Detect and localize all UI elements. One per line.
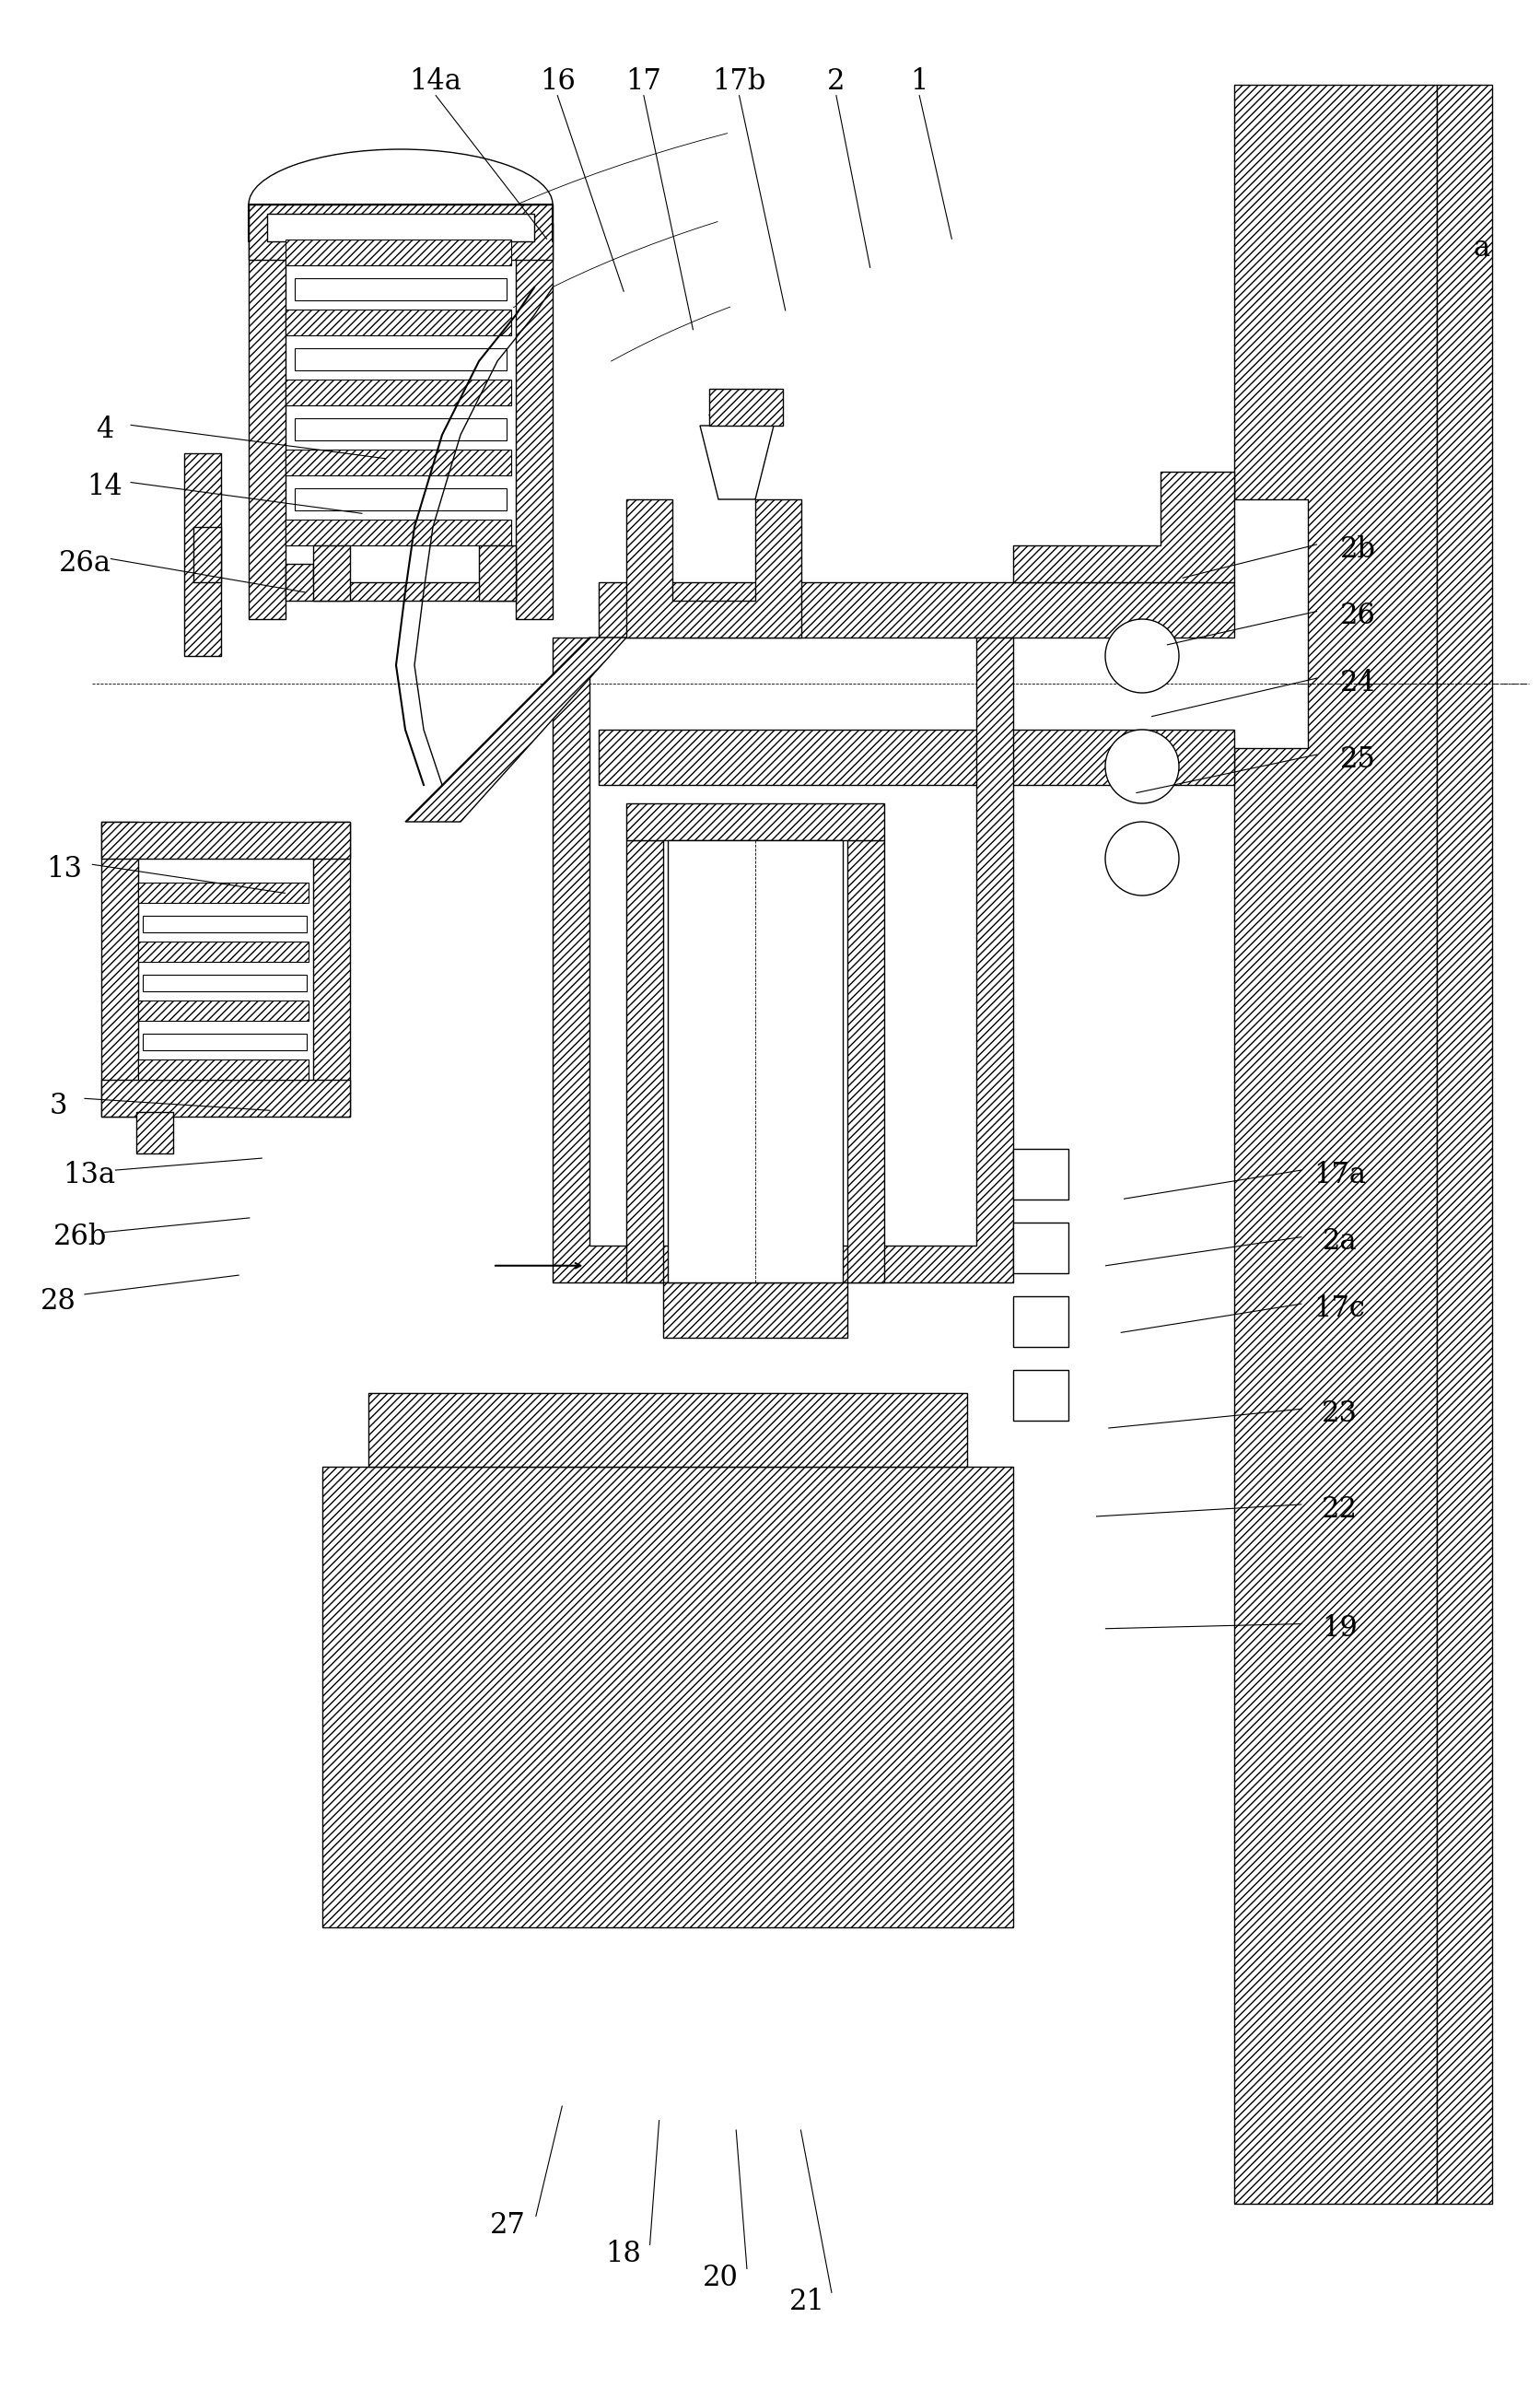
Polygon shape [553, 638, 1013, 1282]
Text: 2b: 2b [1340, 535, 1377, 564]
Polygon shape [137, 1113, 172, 1153]
Bar [139, 884, 308, 903]
Text: 19: 19 [1321, 1614, 1358, 1643]
Polygon shape [368, 1392, 967, 1466]
Bar [139, 1001, 308, 1020]
Polygon shape [599, 731, 1234, 786]
Polygon shape [248, 205, 553, 260]
Text: 2: 2 [827, 67, 845, 96]
Bar [139, 941, 308, 962]
Polygon shape [847, 841, 884, 1282]
Text: 26: 26 [1340, 602, 1377, 630]
Polygon shape [185, 454, 222, 657]
Polygon shape [1013, 473, 1234, 583]
Bar [1013, 1371, 1069, 1421]
Polygon shape [194, 528, 222, 583]
Text: 28: 28 [40, 1287, 77, 1316]
Circle shape [1106, 731, 1180, 802]
Bar [285, 521, 511, 544]
Text: 16: 16 [539, 67, 576, 96]
Polygon shape [102, 821, 139, 1118]
Text: 25: 25 [1340, 745, 1377, 774]
Bar [294, 279, 507, 301]
Circle shape [1106, 618, 1180, 693]
Bar [143, 915, 306, 931]
Bar [139, 1060, 308, 1079]
Bar [143, 974, 306, 991]
Polygon shape [1437, 84, 1492, 2204]
Text: 27: 27 [490, 2211, 527, 2240]
Text: 20: 20 [702, 2264, 739, 2292]
Text: 26a: 26a [59, 549, 111, 578]
Polygon shape [627, 841, 664, 1282]
Bar [294, 349, 507, 370]
Text: 14a: 14a [410, 67, 462, 96]
Text: 17c: 17c [1314, 1294, 1366, 1323]
Bar [1013, 1149, 1069, 1199]
Polygon shape [1234, 84, 1437, 2204]
Bar [294, 418, 507, 439]
Polygon shape [479, 544, 516, 602]
Text: 24: 24 [1340, 669, 1377, 697]
Polygon shape [599, 583, 1234, 638]
Polygon shape [313, 821, 350, 1118]
Text: 3: 3 [49, 1091, 68, 1120]
Bar [1013, 1297, 1069, 1347]
Bar [266, 215, 534, 241]
Text: 14: 14 [86, 473, 123, 501]
Polygon shape [701, 425, 773, 499]
Text: 17a: 17a [1314, 1161, 1366, 1189]
Polygon shape [664, 1282, 847, 1337]
Text: 26b: 26b [54, 1223, 106, 1251]
Text: 13: 13 [46, 855, 83, 884]
Text: 13a: 13a [63, 1161, 116, 1189]
Polygon shape [102, 1079, 350, 1118]
Polygon shape [313, 544, 350, 602]
Bar [1013, 1223, 1069, 1273]
Circle shape [1106, 821, 1180, 896]
Bar [285, 310, 511, 334]
Text: 17: 17 [625, 67, 662, 96]
Text: 1: 1 [910, 67, 929, 96]
Polygon shape [627, 802, 884, 841]
Polygon shape [710, 389, 782, 425]
Text: 23: 23 [1321, 1399, 1358, 1428]
Bar [285, 449, 511, 475]
Text: a: a [1474, 234, 1489, 263]
Polygon shape [102, 821, 350, 860]
Polygon shape [248, 222, 285, 618]
Polygon shape [322, 1466, 1013, 1927]
Bar [668, 841, 842, 1282]
Text: 21: 21 [788, 2288, 825, 2316]
Bar [285, 380, 511, 406]
Bar [143, 1034, 306, 1051]
Polygon shape [516, 222, 553, 618]
Polygon shape [405, 638, 627, 821]
Text: 18: 18 [605, 2240, 642, 2269]
Text: 17b: 17b [713, 67, 765, 96]
Polygon shape [285, 564, 516, 602]
Polygon shape [627, 499, 801, 638]
Bar [294, 487, 507, 511]
Bar [285, 239, 511, 265]
Text: 4: 4 [95, 416, 114, 444]
Text: 2a: 2a [1323, 1227, 1357, 1256]
Text: 22: 22 [1321, 1495, 1358, 1524]
